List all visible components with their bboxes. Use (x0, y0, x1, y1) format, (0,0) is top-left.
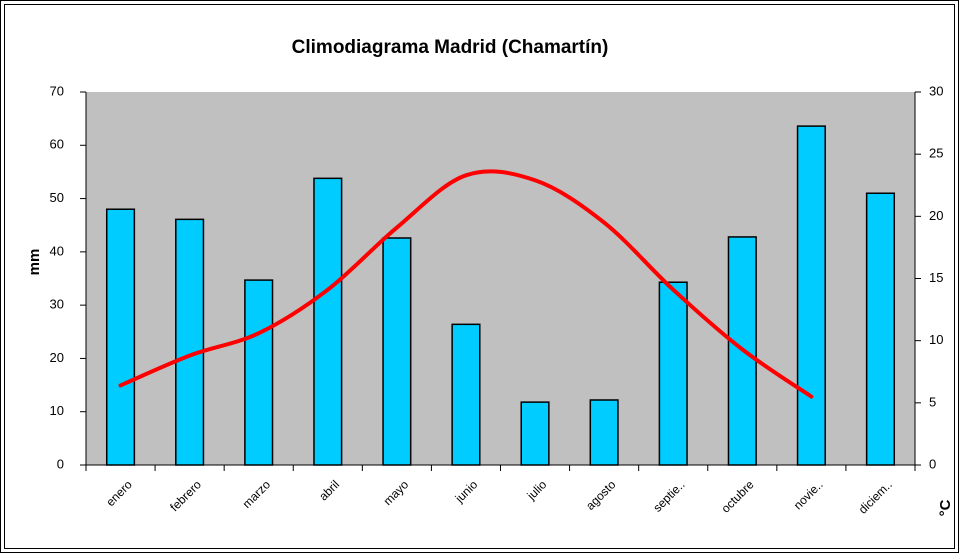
bar (175, 218, 205, 466)
bar (727, 236, 757, 466)
inner-frame (4, 4, 955, 549)
bar (796, 125, 826, 466)
y-tick-label: 30 (50, 297, 64, 312)
bar (313, 177, 343, 466)
y-tick-label: 50 (50, 190, 64, 205)
bar (451, 323, 481, 466)
bar (244, 279, 274, 466)
bar (382, 237, 412, 466)
y-tick-label: 20 (50, 350, 64, 365)
bar (520, 401, 550, 466)
y-tick-label: 60 (50, 137, 64, 152)
y2-tick-label: 15 (929, 270, 943, 285)
chart-title: Climodiagrama Madrid (Chamartín) (292, 37, 609, 58)
bar (865, 192, 896, 466)
y2-tick-label: 30 (929, 83, 943, 98)
bar (105, 208, 136, 466)
y2-axis-label: °C (937, 499, 954, 516)
bar (589, 399, 619, 466)
y2-tick-label: 5 (929, 394, 936, 409)
y2-tick-label: 25 (929, 146, 943, 161)
y-tick-label: 40 (50, 243, 64, 258)
y2-tick-label: 20 (929, 208, 943, 223)
y2-tick-label: 0 (929, 456, 936, 471)
y-tick-label: 0 (57, 456, 64, 471)
bar (658, 281, 688, 466)
y-tick-label: 70 (50, 83, 64, 98)
temperature-line (118, 169, 814, 399)
y2-tick-label: 10 (929, 332, 943, 347)
y-axis-label: mm (26, 249, 43, 276)
plot-area (86, 92, 915, 465)
y-tick-label: 10 (50, 403, 64, 418)
